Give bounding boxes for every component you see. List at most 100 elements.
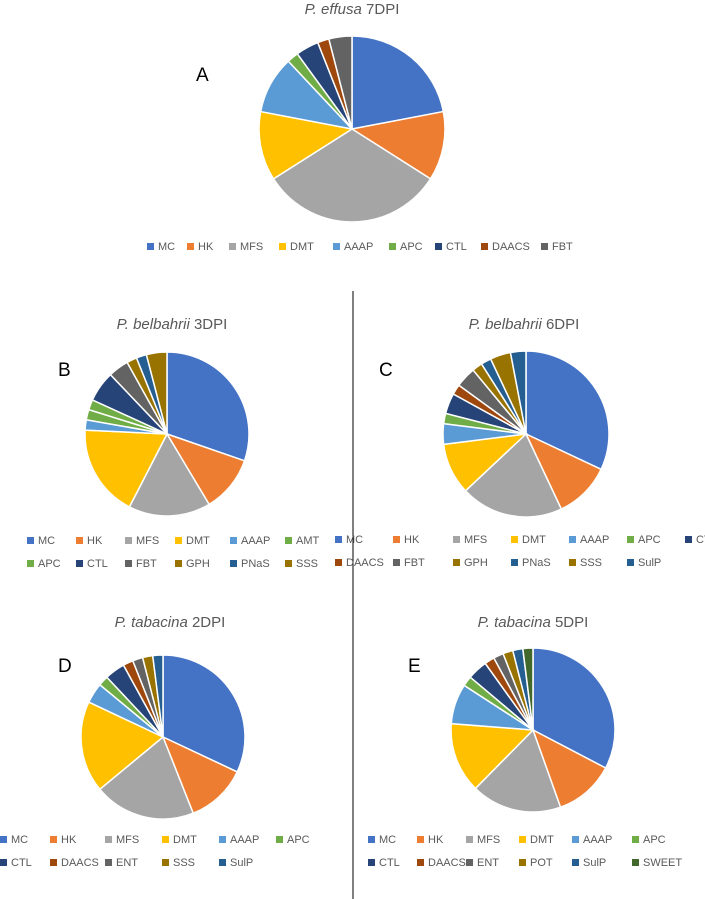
legend-swatch-mfs xyxy=(466,836,473,843)
legend-label-hk: HK xyxy=(61,834,77,846)
legend-swatch-pnas xyxy=(511,559,518,566)
pie-slice-mc xyxy=(532,647,616,770)
legend-label-apc: APC xyxy=(38,558,61,570)
pie-slice-dmt xyxy=(258,110,355,180)
legend-label-pnas: PNaS xyxy=(241,558,270,570)
legend-swatch-apc xyxy=(627,536,634,543)
legend-swatch-gph xyxy=(453,559,460,566)
legend-swatch-hk xyxy=(187,243,194,250)
legend-swatch-pot xyxy=(519,859,526,866)
legend-label-gph: GPH xyxy=(464,557,488,569)
legend-label-mc: MC xyxy=(379,834,396,846)
legend-swatch-ctl xyxy=(368,859,375,866)
legend-label-ctl: CTL xyxy=(11,857,32,869)
legend-label-aaap: AAAP xyxy=(241,535,270,547)
legend-label-daacs: DAACS xyxy=(492,241,530,253)
legend-swatch-aaap xyxy=(569,536,576,543)
pie-slice-mfs xyxy=(272,128,432,223)
legend-label-fbt: FBT xyxy=(136,558,157,570)
legend-label-fbt: FBT xyxy=(404,557,425,569)
legend-label-mfs: MFS xyxy=(477,834,500,846)
title-species: P. belbahrii xyxy=(117,316,194,333)
legend-swatch-ctl xyxy=(685,536,692,543)
pie-panels: P. effusa 7DPI A MC HK MFS DMT AAAP APC CTL DAACS… xyxy=(0,1,705,869)
legend-swatch-pnas xyxy=(230,560,237,567)
title-species: P. effusa xyxy=(305,1,366,18)
legend-label-sss: SSS xyxy=(173,857,195,869)
pie-panel-d: P. tabacina 2DPI D MC HK MFS DMT AAAP APC CTL DAA… xyxy=(0,614,310,869)
legend-label-sss: SSS xyxy=(580,557,602,569)
legend-swatch-sss xyxy=(569,559,576,566)
pie-panel-a: P. effusa 7DPI A MC HK MFS DMT AAAP APC CTL DAACS… xyxy=(147,1,573,253)
pie-slice-dmt xyxy=(80,701,165,791)
pie-panel-c: P. belbahrii 6DPI C MC HK MFS DMT AAAP APC CTL DA… xyxy=(335,316,705,569)
legend-label-hk: HK xyxy=(198,241,214,253)
pie-slice-fbt xyxy=(327,35,353,130)
legend-label-aaap: AAAP xyxy=(583,834,612,846)
legend-label-hk: HK xyxy=(428,834,444,846)
legend-swatch-dmt xyxy=(519,836,526,843)
legend-swatch-aaap xyxy=(572,836,579,843)
legend-swatch-daacs xyxy=(417,859,424,866)
legend-label-mc: MC xyxy=(346,534,363,546)
legend-label-ctl: CTL xyxy=(446,241,467,253)
legend-swatch-gph xyxy=(175,560,182,567)
legend-label-mc: MC xyxy=(11,834,28,846)
panel-letter: C xyxy=(379,360,393,381)
panel-letter: E xyxy=(408,656,421,677)
legend-swatch-dmt xyxy=(279,243,286,250)
chart-title: P. effusa 7DPI xyxy=(305,1,400,18)
legend-swatch-hk xyxy=(417,836,424,843)
pie-slice-hk xyxy=(531,728,607,809)
legend-label-hk: HK xyxy=(87,535,103,547)
legend-swatch-mfs xyxy=(105,836,112,843)
pie-slice-sulp xyxy=(509,350,527,435)
title-stage: 2DPI xyxy=(192,614,225,631)
legend-swatch-apc xyxy=(27,560,34,567)
legend-swatch-aaap xyxy=(333,243,340,250)
title-species: P. tabacina xyxy=(478,614,555,631)
legend-swatch-dmt xyxy=(511,536,518,543)
pie-slice-dmt xyxy=(450,722,535,790)
pie-slice-mc xyxy=(351,35,445,130)
legend-swatch-mc xyxy=(335,536,342,543)
legend-swatch-fbt xyxy=(541,243,548,250)
pie-slice-hk xyxy=(349,110,446,180)
legend-swatch-sulp xyxy=(572,859,579,866)
legend-label-dmt: DMT xyxy=(530,834,554,846)
legend-swatch-fbt xyxy=(393,559,400,566)
legend-label-ctl: CTL xyxy=(87,558,108,570)
legend-label-aaap: AAAP xyxy=(580,534,609,546)
legend-label-daacs: DAACS xyxy=(346,557,384,569)
legend-swatch-sss xyxy=(285,560,292,567)
pie-slice-sss xyxy=(145,351,168,435)
legend-label-daacs: DAACS xyxy=(61,857,99,869)
legend-swatch-mfs xyxy=(125,537,132,544)
pie-slice-mfs xyxy=(98,735,195,820)
legend-label-apc: APC xyxy=(400,241,423,253)
legend-swatch-amt xyxy=(285,537,292,544)
title-stage: 7DPI xyxy=(366,1,399,18)
legend-swatch-hk xyxy=(50,836,57,843)
pie-panel-e: P. tabacina 5DPI E MC HK MFS DMT AAAP APC CTL DAA… xyxy=(368,614,682,869)
legend-label-pnas: PNaS xyxy=(522,557,551,569)
legend-label-daacs: DAACS xyxy=(428,857,466,869)
legend-label-gph: GPH xyxy=(186,558,210,570)
legend-label-apc: APC xyxy=(638,534,661,546)
legend-swatch-mc xyxy=(0,836,7,843)
legend-swatch-sulp xyxy=(219,859,226,866)
pie-panel-b: P. belbahrii 3DPI B MC HK MFS DMT AAAP AMT APC CT… xyxy=(27,316,320,570)
legend-swatch-apc xyxy=(389,243,396,250)
legend-swatch-daacs xyxy=(481,243,488,250)
title-stage: 3DPI xyxy=(194,316,227,333)
panel-letter: D xyxy=(58,656,72,677)
pie-slice-dmt xyxy=(84,429,169,508)
legend-label-dmt: DMT xyxy=(186,535,210,547)
legend-swatch-hk xyxy=(76,537,83,544)
legend-swatch-mc xyxy=(27,537,34,544)
legend-swatch-mc xyxy=(147,243,154,250)
legend-label-mfs: MFS xyxy=(240,241,263,253)
legend-label-amt: AMT xyxy=(296,535,320,547)
legend-swatch-daacs xyxy=(50,859,57,866)
